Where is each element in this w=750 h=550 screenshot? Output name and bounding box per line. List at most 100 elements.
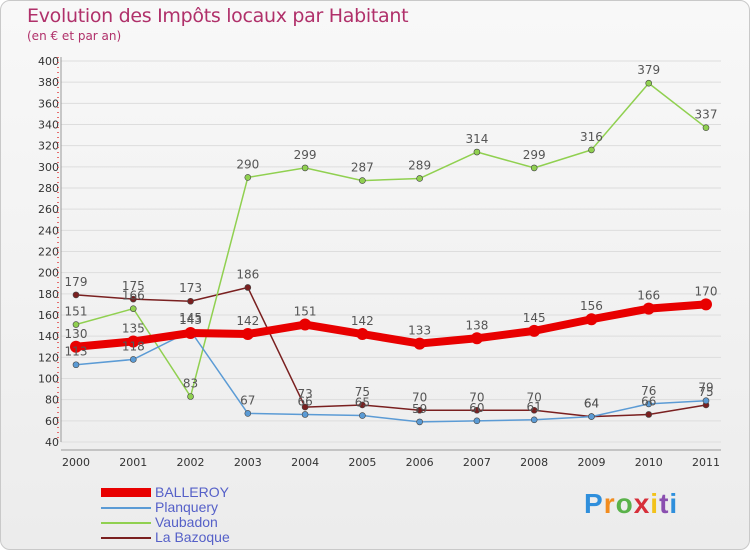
data-point <box>129 305 137 312</box>
data-label: 135 <box>122 321 145 335</box>
data-point <box>645 411 653 418</box>
proxiti-logo: Proxiti <box>584 488 678 520</box>
data-label: 173 <box>179 281 202 295</box>
data-label: 166 <box>637 289 660 303</box>
data-point <box>528 324 541 337</box>
data-point <box>645 79 653 87</box>
data-point <box>72 291 80 299</box>
y-tick-label: 280 <box>38 182 59 195</box>
data-point <box>416 406 423 414</box>
data-point <box>356 328 369 341</box>
logo-letter: o <box>615 488 634 519</box>
data-label: 73 <box>297 387 312 401</box>
x-tick-label: 2000 <box>62 456 90 469</box>
logo-letter: i <box>669 488 679 519</box>
data-label: 166 <box>122 289 145 303</box>
x-tick-label: 2007 <box>463 456 491 469</box>
data-point <box>241 328 254 341</box>
data-label: 76 <box>641 384 656 398</box>
data-point <box>244 174 252 181</box>
y-tick-label: 80 <box>45 394 59 407</box>
data-point <box>244 284 252 291</box>
data-point <box>127 335 140 348</box>
legend-label: Planquery <box>155 499 219 515</box>
x-tick-label: 2009 <box>577 456 605 469</box>
series-line-la-bazoque <box>75 286 707 418</box>
data-point <box>413 337 426 350</box>
data-label: 66 <box>297 394 312 408</box>
legend: BALLEROY Planquery Vaubadon La Bazoque <box>101 484 281 545</box>
x-tick-label: 2011 <box>692 456 720 469</box>
logo-letter: i <box>650 488 660 519</box>
logo-letter: r <box>603 488 616 519</box>
legend-label: Vaubadon <box>155 514 218 530</box>
axes: 40 60 80 100 120 140 160 180 200 220 240 260 280 300 3… <box>38 55 721 469</box>
x-tick-label: 2008 <box>520 456 548 469</box>
data-point <box>588 413 595 420</box>
data-label: 314 <box>465 132 488 146</box>
data-label: 175 <box>122 279 145 293</box>
data-point <box>359 177 366 184</box>
data-point <box>530 164 538 172</box>
logo-letter: t <box>659 488 670 519</box>
data-label: 60 <box>469 401 484 415</box>
legend-item: Planquery <box>101 499 281 515</box>
series-line-vaubadon <box>75 82 707 398</box>
data-point <box>299 318 312 331</box>
y-tick-label: 200 <box>38 267 59 280</box>
x-tick-label: 2005 <box>348 456 376 469</box>
data-point <box>645 400 653 408</box>
series-lines <box>70 79 712 426</box>
data-label: 179 <box>65 275 88 289</box>
data-label: 138 <box>465 318 488 332</box>
data-point <box>530 416 538 424</box>
data-label: 151 <box>294 305 317 319</box>
data-label: 130 <box>65 327 88 341</box>
data-label: 75 <box>698 385 713 399</box>
data-label: 70 <box>527 390 542 404</box>
data-label: 379 <box>637 63 660 77</box>
data-label: 143 <box>179 313 202 327</box>
y-tick-label: 340 <box>38 119 59 132</box>
x-tick-label: 2010 <box>635 456 663 469</box>
data-point <box>416 418 423 426</box>
data-point <box>184 326 197 339</box>
data-label: 66 <box>641 394 656 408</box>
data-label: 79 <box>698 381 713 395</box>
data-point <box>473 417 481 425</box>
data-point <box>473 406 481 414</box>
data-point <box>244 410 252 417</box>
x-tick-label: 2004 <box>291 456 319 469</box>
data-point <box>359 412 366 419</box>
chart-title: Evolution des Impôts locaux par Habitant <box>27 5 409 27</box>
legend-label: La Bazoque <box>155 529 230 545</box>
y-tick-label: 40 <box>45 436 59 449</box>
data-point <box>530 406 538 414</box>
data-label: 61 <box>527 400 542 414</box>
data-point <box>416 175 423 182</box>
y-tick-label: 400 <box>38 55 59 68</box>
data-label: 316 <box>580 130 603 144</box>
x-tick-label: 2001 <box>119 456 147 469</box>
legend-label: BALLEROY <box>155 484 229 500</box>
y-tick-label: 300 <box>38 161 59 174</box>
legend-swatch <box>101 522 151 524</box>
data-label: 65 <box>355 396 370 410</box>
data-point <box>72 361 80 369</box>
data-label: 67 <box>240 393 255 407</box>
data-label: 75 <box>355 385 370 399</box>
y-tick-label: 240 <box>38 224 59 237</box>
data-point <box>187 297 194 305</box>
data-label: 299 <box>523 148 546 162</box>
data-point <box>129 356 137 363</box>
y-tick-label: 360 <box>38 97 59 110</box>
data-point <box>702 397 710 405</box>
data-label: 186 <box>236 267 259 281</box>
y-tick-label: 160 <box>38 309 59 322</box>
data-point <box>301 403 309 411</box>
data-point <box>129 295 137 303</box>
data-label: 59 <box>412 402 427 416</box>
y-tick-label: 260 <box>38 203 59 216</box>
